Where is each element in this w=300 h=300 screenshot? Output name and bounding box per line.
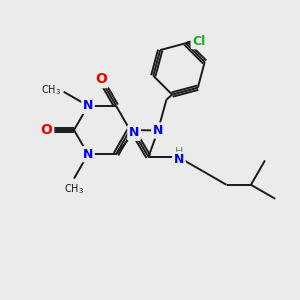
- Text: CH$_3$: CH$_3$: [64, 183, 84, 196]
- Text: N: N: [83, 99, 93, 112]
- Text: CH$_3$: CH$_3$: [40, 83, 61, 97]
- Text: N: N: [83, 148, 93, 161]
- Text: H: H: [175, 147, 183, 157]
- Text: O: O: [41, 123, 52, 137]
- Text: O: O: [95, 72, 107, 86]
- Text: N: N: [129, 126, 139, 139]
- Text: N: N: [174, 153, 184, 166]
- Text: Cl: Cl: [192, 35, 206, 48]
- Text: N: N: [153, 124, 163, 137]
